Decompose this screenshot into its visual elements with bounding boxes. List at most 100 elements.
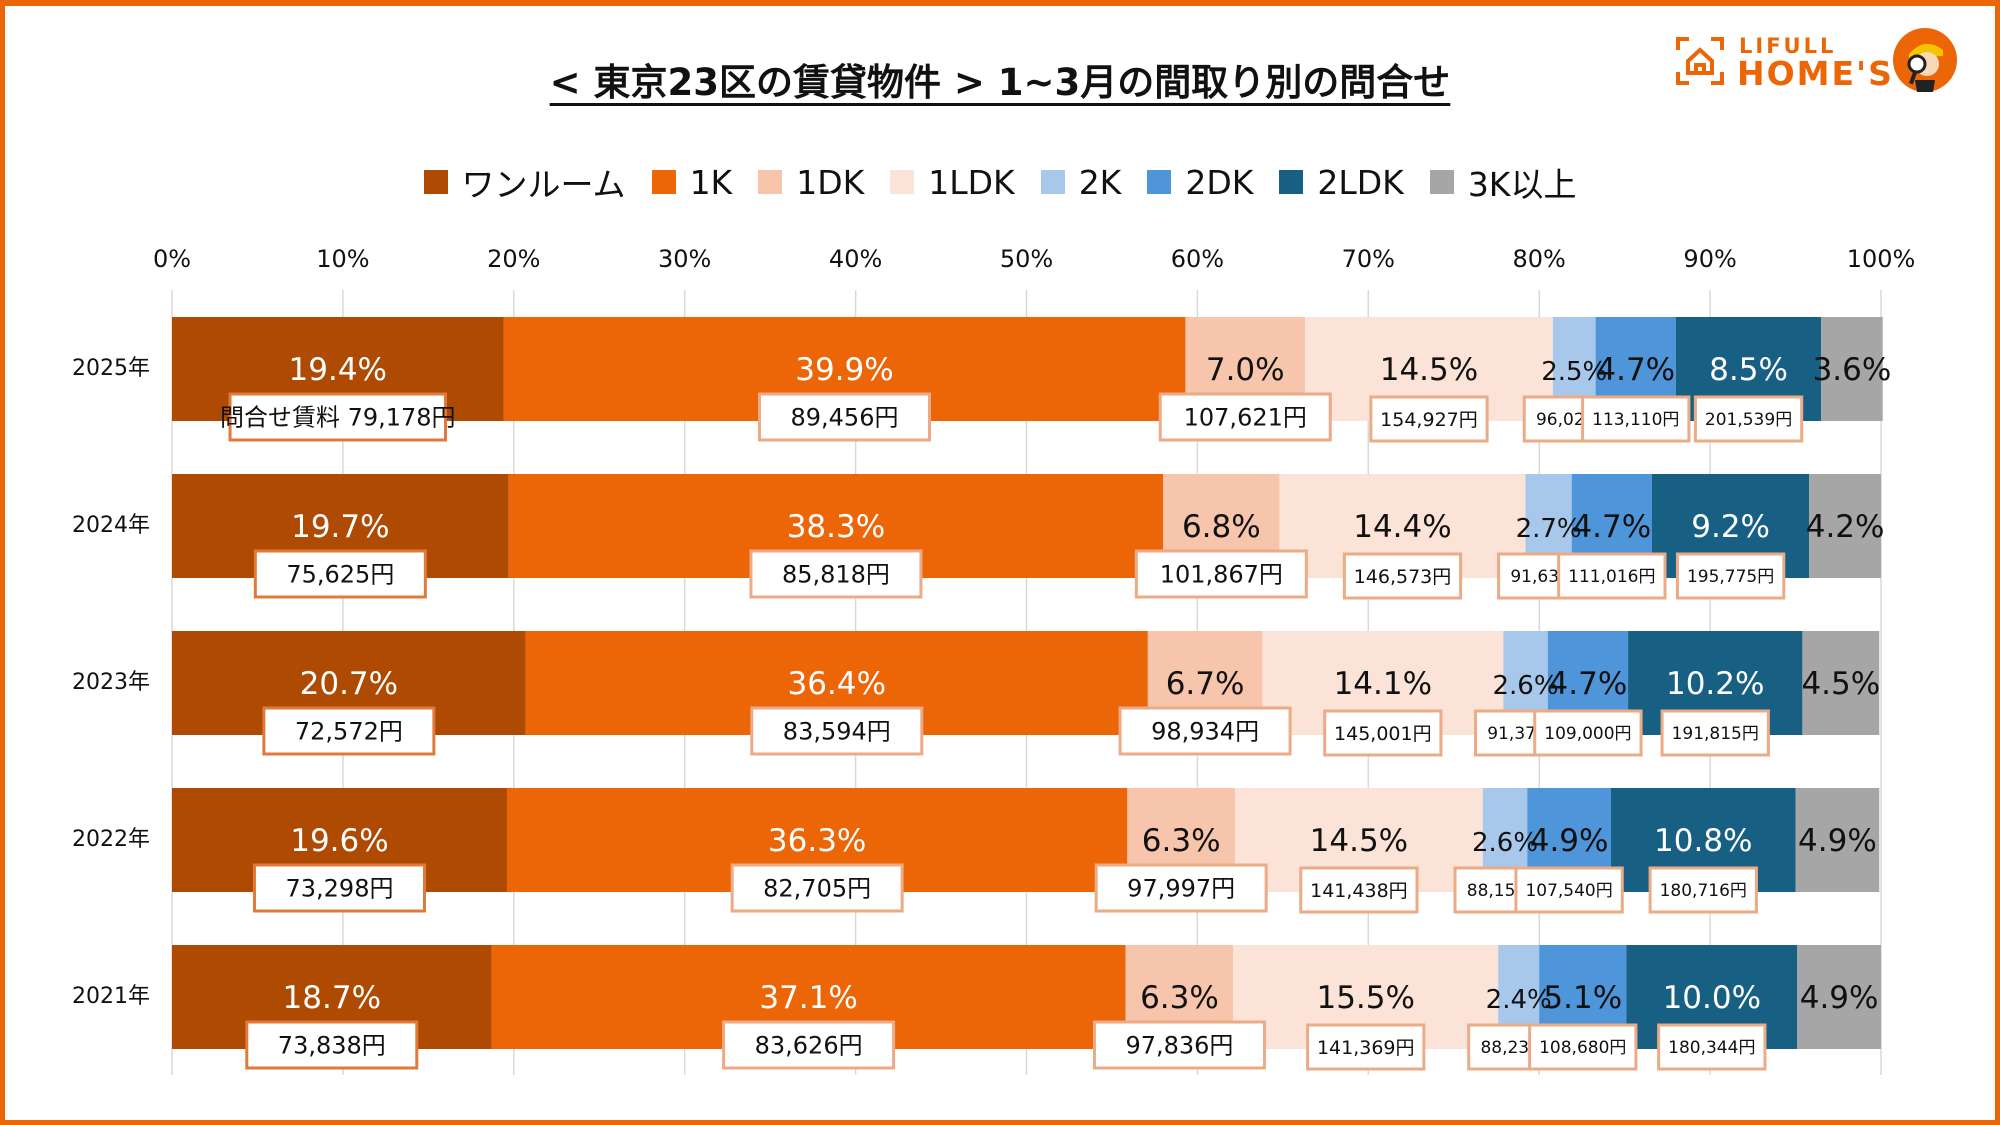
rent-label: 107,540円	[1525, 881, 1612, 901]
data-label: 2.5%	[1541, 357, 1607, 387]
legend-swatch	[1040, 170, 1065, 194]
data-label: 5.1%	[1543, 980, 1622, 1016]
bar-segment	[1795, 788, 1880, 892]
rent-label: 73,298円	[285, 875, 393, 903]
data-label: 14.1%	[1334, 666, 1432, 702]
data-label: 2.6%	[1472, 828, 1538, 858]
data-label: 4.9%	[1530, 823, 1609, 859]
rent-label: 101,867円	[1160, 561, 1283, 589]
data-label: 15.5%	[1316, 980, 1414, 1016]
data-label: 14.5%	[1310, 823, 1408, 859]
rent-label-box	[749, 549, 923, 599]
legend-item: 2DK	[1147, 158, 1253, 206]
legend-swatch	[890, 170, 915, 194]
rent-label: 111,016円	[1568, 567, 1655, 587]
rent-label-box	[730, 863, 904, 913]
x-tick-label: 90%	[1683, 245, 1736, 273]
legend-label: 1K	[689, 162, 733, 202]
rent-label-box	[1648, 866, 1758, 914]
legend-swatch	[758, 170, 783, 194]
rent-label: 108,680円	[1539, 1038, 1626, 1058]
chart-title-text: < 東京23区の賃貸物件 > 1~3月の間取り別の問合せ	[549, 61, 1451, 104]
data-label: 10.0%	[1663, 980, 1761, 1016]
legend-swatch	[651, 170, 676, 194]
rent-label: 83,594円	[783, 718, 891, 746]
rent-label-box	[245, 1020, 419, 1070]
legend-label: 2LDK	[1317, 162, 1404, 202]
category-label: 2023年	[72, 670, 150, 695]
chart-title: < 東京23区の賃貸物件 > 1~3月の間取り別の問合せ	[0, 52, 2000, 106]
rent-label: 97,836円	[1125, 1032, 1233, 1060]
rent-label: 113,110円	[1592, 410, 1679, 430]
x-tick-label: 100%	[1847, 245, 1916, 273]
data-label: 36.3%	[768, 823, 866, 859]
data-label: 20.7%	[300, 666, 398, 702]
rent-label-box	[1092, 1020, 1266, 1070]
data-label: 4.7%	[1549, 666, 1628, 702]
rent-label: 89,456円	[790, 404, 898, 432]
x-tick-label: 60%	[1171, 245, 1224, 273]
data-label: 9.2%	[1691, 509, 1770, 545]
rent-label-box	[228, 392, 447, 442]
legend-label: 2DK	[1185, 162, 1254, 202]
rent-label-box	[252, 863, 426, 913]
rent-label-box	[1094, 863, 1268, 913]
data-label: 14.5%	[1380, 352, 1478, 388]
data-label: 10.8%	[1654, 823, 1752, 859]
category-label: 2021年	[72, 984, 150, 1009]
lifull-homes-logo: LIFULL HOME'S	[1675, 28, 1965, 98]
rent-label: 97,997円	[1127, 875, 1235, 903]
legend-swatch	[1429, 170, 1454, 194]
x-tick-label: 10%	[316, 245, 369, 273]
legend-label: ワンルーム	[461, 165, 626, 204]
rent-label: 75,625円	[286, 561, 394, 589]
data-label: 36.4%	[788, 666, 886, 702]
rent-label: 98,934円	[1151, 718, 1259, 746]
rent-label-box	[1675, 552, 1786, 600]
x-tick-label: 40%	[829, 245, 882, 273]
rent-label-box	[1514, 866, 1624, 914]
legend-label: 1DK	[796, 162, 865, 202]
rent-label-box	[1657, 1023, 1767, 1071]
data-label: 4.5%	[1801, 666, 1880, 702]
legend-item: 1LDK	[890, 158, 1015, 206]
rent-label-box	[253, 549, 427, 599]
rent-label: 180,716円	[1660, 881, 1747, 901]
data-label: 39.9%	[795, 352, 893, 388]
x-tick-label: 30%	[658, 245, 711, 273]
rent-label-box	[1581, 395, 1691, 443]
rent-label: 85,818円	[782, 561, 890, 589]
rent-label-box	[1299, 866, 1419, 914]
category-label: 2025年	[72, 356, 150, 381]
legend-item: 1K	[651, 158, 733, 206]
rent-label: 191,815円	[1672, 724, 1759, 744]
rent-label-box	[757, 392, 931, 442]
rent-label: 154,927円	[1380, 409, 1478, 431]
bar-segment	[1821, 317, 1883, 421]
rent-label: 146,573円	[1354, 566, 1452, 588]
rent-label: 141,438円	[1310, 880, 1408, 902]
mascot-magnifier-icon	[1893, 28, 1957, 92]
legend-item: 2K	[1040, 158, 1121, 206]
legend-swatch	[1279, 170, 1304, 194]
rent-label: 73,838円	[278, 1032, 386, 1060]
data-label: 38.3%	[787, 509, 885, 545]
data-label: 10.2%	[1666, 666, 1764, 702]
rent-label-box	[1306, 1023, 1426, 1071]
data-label: 19.7%	[291, 509, 389, 545]
category-label: 2022年	[72, 827, 150, 852]
data-label: 6.7%	[1166, 666, 1245, 702]
data-label: 37.1%	[759, 980, 857, 1016]
legend-label: 1LDK	[928, 162, 1015, 202]
rent-label-box	[1369, 395, 1489, 443]
x-tick-label: 70%	[1342, 245, 1395, 273]
rent-label: 141,369円	[1317, 1037, 1415, 1059]
data-label: 2.4%	[1486, 985, 1552, 1015]
rent-label-box	[1528, 1023, 1638, 1071]
rent-label-box	[1660, 709, 1770, 757]
x-tick-label: 20%	[487, 245, 540, 273]
data-label: 2.7%	[1516, 514, 1582, 544]
x-tick-label: 0%	[153, 245, 191, 273]
